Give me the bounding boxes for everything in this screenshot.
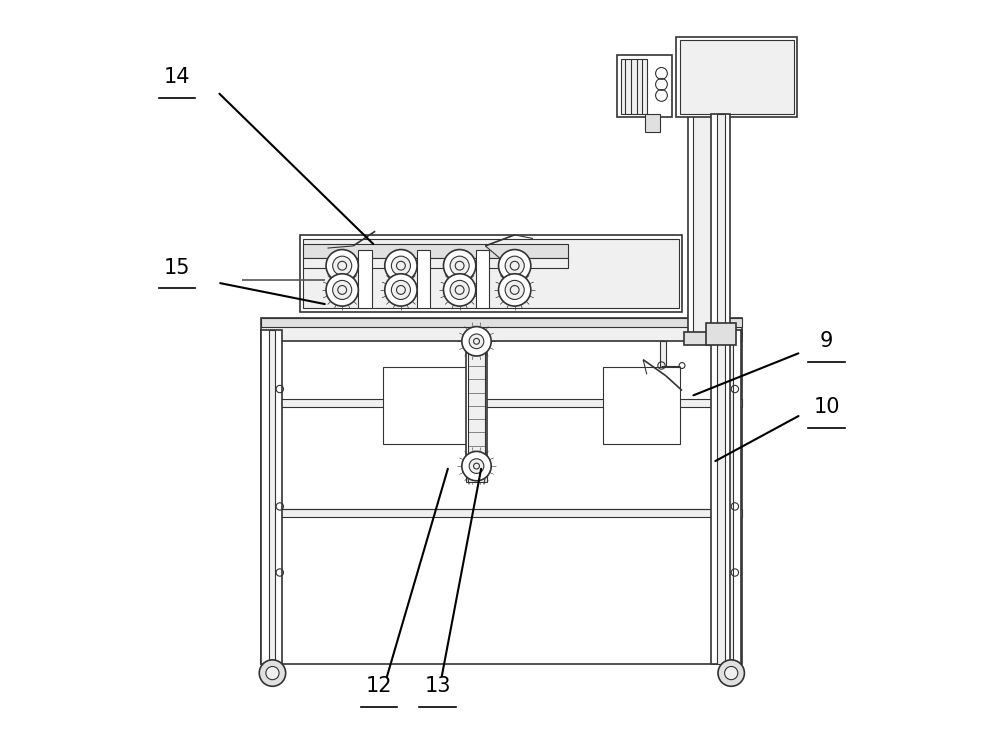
Circle shape [333, 256, 352, 275]
Circle shape [443, 274, 476, 306]
Circle shape [469, 459, 484, 473]
Circle shape [499, 274, 531, 306]
Circle shape [333, 280, 352, 299]
Circle shape [462, 451, 491, 481]
Bar [676, 37, 797, 117]
Circle shape [725, 666, 738, 680]
Bar [269, 330, 275, 664]
Bar [265, 662, 280, 675]
Bar [466, 463, 487, 482]
Circle shape [326, 250, 358, 282]
Bar [688, 73, 721, 341]
Circle shape [462, 327, 491, 356]
Circle shape [326, 274, 358, 306]
Bar [261, 399, 742, 407]
Bar [680, 40, 794, 114]
Circle shape [443, 250, 476, 282]
Bar [724, 662, 739, 675]
Bar [617, 55, 672, 117]
Bar [383, 367, 467, 444]
Bar [684, 332, 726, 345]
Bar [358, 250, 372, 308]
Circle shape [259, 660, 286, 686]
Text: 10: 10 [813, 397, 840, 418]
Circle shape [499, 250, 531, 282]
Circle shape [450, 256, 469, 275]
Circle shape [391, 256, 410, 275]
Bar [261, 318, 742, 327]
Bar [728, 330, 733, 664]
Bar [693, 77, 716, 338]
Circle shape [505, 256, 524, 275]
Bar [711, 114, 730, 664]
Bar [603, 367, 680, 444]
Circle shape [450, 280, 469, 299]
Text: 12: 12 [366, 676, 392, 697]
Circle shape [391, 280, 410, 299]
Circle shape [718, 660, 744, 686]
Circle shape [469, 334, 484, 349]
Circle shape [266, 666, 279, 680]
Bar [476, 250, 489, 308]
Bar [706, 323, 736, 345]
Bar [261, 330, 742, 664]
Text: 14: 14 [164, 67, 190, 87]
Bar [300, 235, 682, 312]
Bar [261, 318, 742, 341]
Bar [466, 338, 487, 466]
Bar [303, 244, 568, 258]
Bar [303, 258, 568, 268]
Circle shape [505, 280, 524, 299]
Bar [468, 340, 485, 464]
Text: 15: 15 [164, 258, 190, 278]
Bar [720, 330, 741, 664]
Bar [261, 509, 742, 517]
Bar [717, 114, 725, 664]
Text: 9: 9 [820, 331, 833, 352]
Bar [660, 341, 666, 367]
Circle shape [385, 250, 417, 282]
Bar [621, 59, 647, 114]
Bar [303, 239, 679, 308]
Bar [645, 114, 660, 132]
Circle shape [385, 274, 417, 306]
Bar [417, 250, 430, 308]
Text: 13: 13 [424, 676, 451, 697]
Bar [261, 330, 282, 664]
